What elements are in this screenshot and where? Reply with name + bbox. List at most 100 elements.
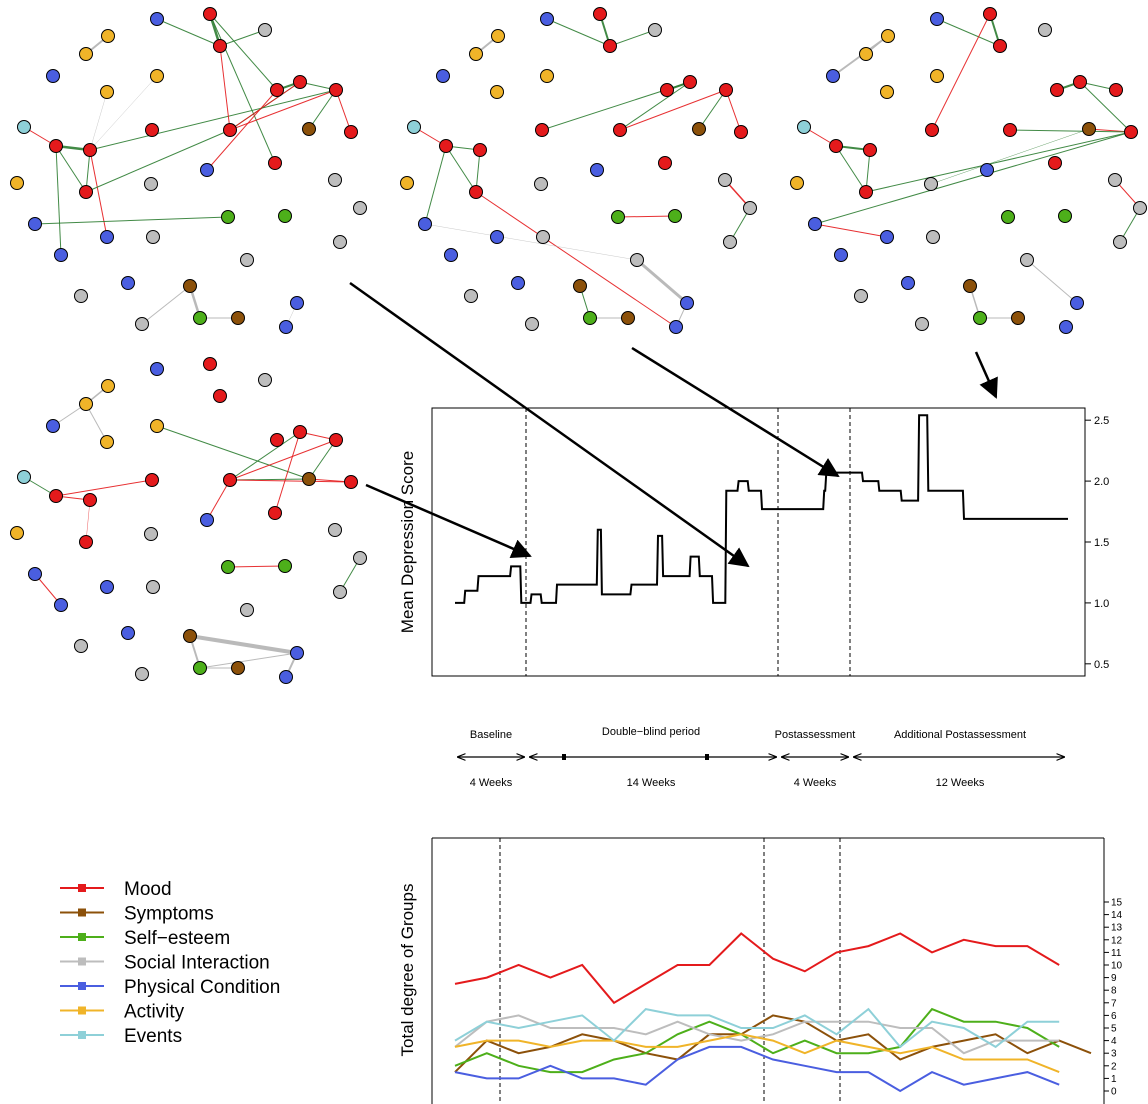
period-label-baseline: Baseline [470, 729, 512, 741]
degree-period-separators [499, 838, 841, 1104]
network-panel-3 [790, 7, 1147, 334]
network-node-self-esteem [611, 210, 625, 224]
network-node-physical-condition [279, 670, 293, 684]
network-node-physical-condition [46, 69, 60, 83]
network-edge [156, 425, 310, 480]
degree-series-mood [454, 932, 1060, 1005]
degree-series-symptoms [454, 1014, 1092, 1073]
network-node-physical-condition [46, 419, 60, 433]
network-node-physical-condition [930, 12, 944, 26]
degree-y-tick-label: 1 [1111, 1074, 1117, 1085]
network-node-social-interaction [146, 580, 160, 594]
network-node-mood [1003, 123, 1017, 137]
network-edge [229, 81, 301, 131]
network-node-mood [535, 123, 549, 137]
network-edge [475, 149, 481, 193]
network-node-mood [213, 39, 227, 53]
network-node-social-interaction [1108, 173, 1122, 187]
network-node-physical-condition [901, 276, 915, 290]
network-edge [156, 18, 221, 47]
network-node-activity [400, 176, 414, 190]
network-node-social-interaction [525, 317, 539, 331]
legend-label: Mood [124, 879, 172, 900]
network-node-mood [270, 83, 284, 97]
network-nodes [400, 7, 757, 334]
network-node-events [407, 120, 421, 134]
network-edge [619, 81, 691, 131]
network-panel-4 [10, 357, 367, 684]
network-node-self-esteem [193, 311, 207, 325]
legend-marker [78, 957, 86, 966]
network-node-social-interaction [353, 551, 367, 565]
network-node-activity [79, 397, 93, 411]
network-node-social-interaction [630, 253, 644, 267]
network-node-mood [329, 433, 343, 447]
network-node-self-esteem [193, 661, 207, 675]
network-node-events [17, 470, 31, 484]
timeline-tick-marker [562, 754, 566, 760]
network-node-self-esteem [221, 210, 235, 224]
network-edge [89, 89, 337, 151]
network-node-mood [79, 185, 93, 199]
network-node-mood [145, 123, 159, 137]
degree-series-activity [454, 1033, 1060, 1074]
degree-y-tick-label: 6 [1111, 1011, 1117, 1022]
network-node-symptoms [302, 122, 316, 136]
network-node-mood [469, 185, 483, 199]
network-node-symptoms [183, 279, 197, 293]
network-node-social-interaction [74, 289, 88, 303]
network-node-social-interaction [1038, 23, 1052, 37]
network-edge [865, 149, 871, 193]
network-edge [55, 479, 153, 497]
network-node-mood [439, 139, 453, 153]
network-node-symptoms [231, 311, 245, 325]
network-node-activity [491, 29, 505, 43]
network-node-physical-condition [444, 248, 458, 262]
network-node-social-interaction [333, 235, 347, 249]
network-node-social-interaction [135, 317, 149, 331]
depression-y-axis: 0.5 1.0 1.5 2.0 2.5 [1085, 415, 1109, 671]
network-node-mood [329, 83, 343, 97]
network-node-mood [593, 7, 607, 21]
legend-marker [78, 884, 86, 892]
network-edge [445, 145, 477, 193]
network-node-activity [881, 29, 895, 43]
degree-y-tick-label: 13 [1111, 923, 1123, 934]
network-node-physical-condition [826, 69, 840, 83]
arrow-network1 [349, 281, 750, 568]
network-node-symptoms [573, 279, 587, 293]
network-node-physical-condition [200, 513, 214, 527]
network-node-self-esteem [1058, 209, 1072, 223]
degree-y-tick-label: 8 [1111, 986, 1117, 997]
degree-y-tick-label: 12 [1111, 935, 1123, 946]
network-node-activity [10, 176, 24, 190]
network-node-physical-condition [880, 230, 894, 244]
network-node-social-interaction [464, 289, 478, 303]
depression-series-line [455, 414, 1068, 604]
y-tick-label: 1.0 [1094, 598, 1109, 610]
period-duration-baseline: 4 Weeks [470, 777, 513, 789]
network-edge [85, 149, 91, 193]
network-node-mood [293, 425, 307, 439]
network-edge [619, 89, 727, 131]
network-node-social-interaction [144, 527, 158, 541]
network-edge [206, 89, 278, 171]
network-node-symptoms [1082, 122, 1096, 136]
network-node-social-interaction [146, 230, 160, 244]
network-node-mood [660, 83, 674, 97]
network-nodes [10, 357, 367, 684]
network-node-mood [344, 475, 358, 489]
network-edge [308, 439, 337, 480]
network-edge [89, 149, 108, 238]
degree-y-tick-label: 15 [1111, 898, 1123, 909]
network-edge [55, 145, 87, 193]
network-node-social-interaction [135, 667, 149, 681]
network-edge [227, 565, 286, 568]
network-node-mood [145, 473, 159, 487]
network-node-mood [473, 143, 487, 157]
network-edge [475, 191, 677, 328]
legend: Mood Symptoms Self−esteem Social Interactio… [60, 879, 280, 1047]
network-node-social-interaction [924, 177, 938, 191]
network-node-physical-condition [1070, 296, 1084, 310]
